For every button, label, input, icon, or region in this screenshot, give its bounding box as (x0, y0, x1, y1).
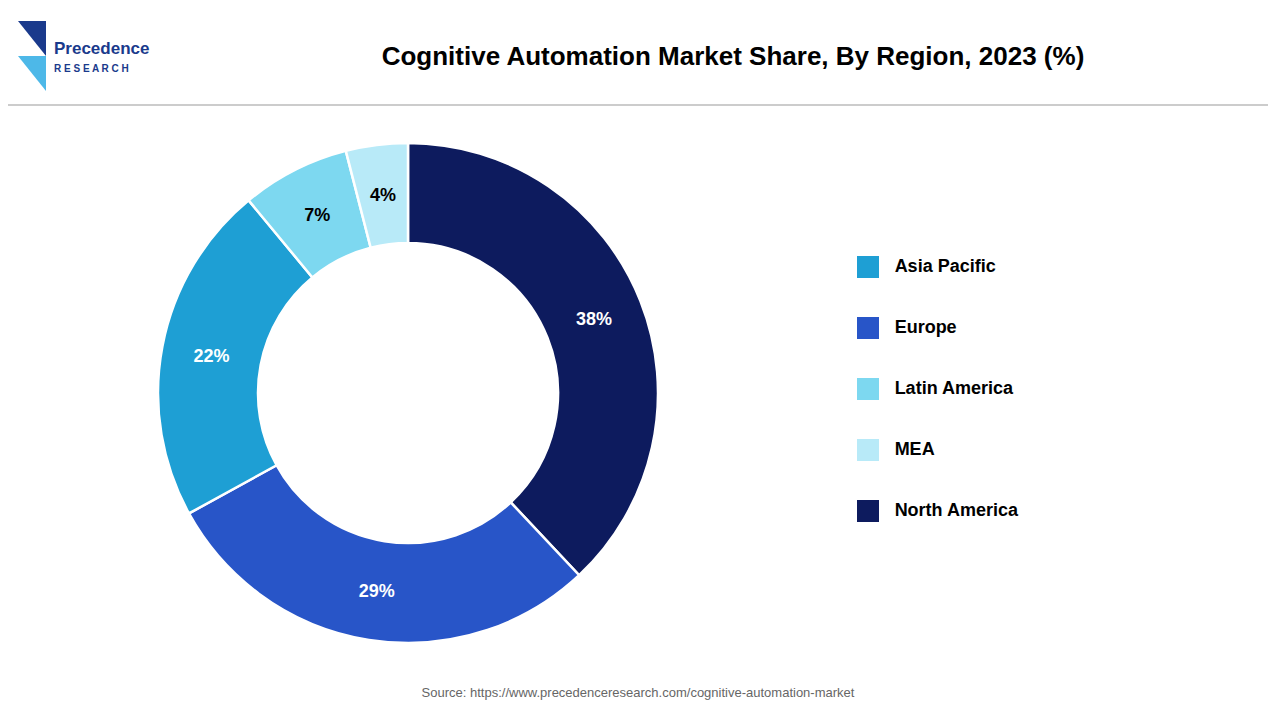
svg-text:7%: 7% (304, 205, 330, 225)
html-text:North America: North America (894, 499, 1018, 520)
html-text:R E S E A R C H: R E S E A R C H (54, 62, 129, 74)
svg-text:4%: 4% (370, 185, 396, 205)
html-text:MEA: MEA (894, 438, 935, 459)
html-text:Asia Pacific: Asia Pacific (894, 255, 996, 276)
svg-text:38%: 38% (576, 309, 612, 329)
html-text:Latin America: Latin America (894, 377, 1013, 398)
html-text:Cognitive Automation Market Sh: Cognitive Automation Market Share, By Re… (381, 40, 1085, 71)
svg-text:29%: 29% (359, 581, 395, 601)
html-text:Precedence: Precedence (54, 38, 150, 58)
svg-text:22%: 22% (194, 346, 230, 366)
html-text:Source: https://www.precedence: Source: https://www.precedenceresearch.c… (421, 685, 855, 700)
html-text:Europe: Europe (894, 316, 957, 337)
